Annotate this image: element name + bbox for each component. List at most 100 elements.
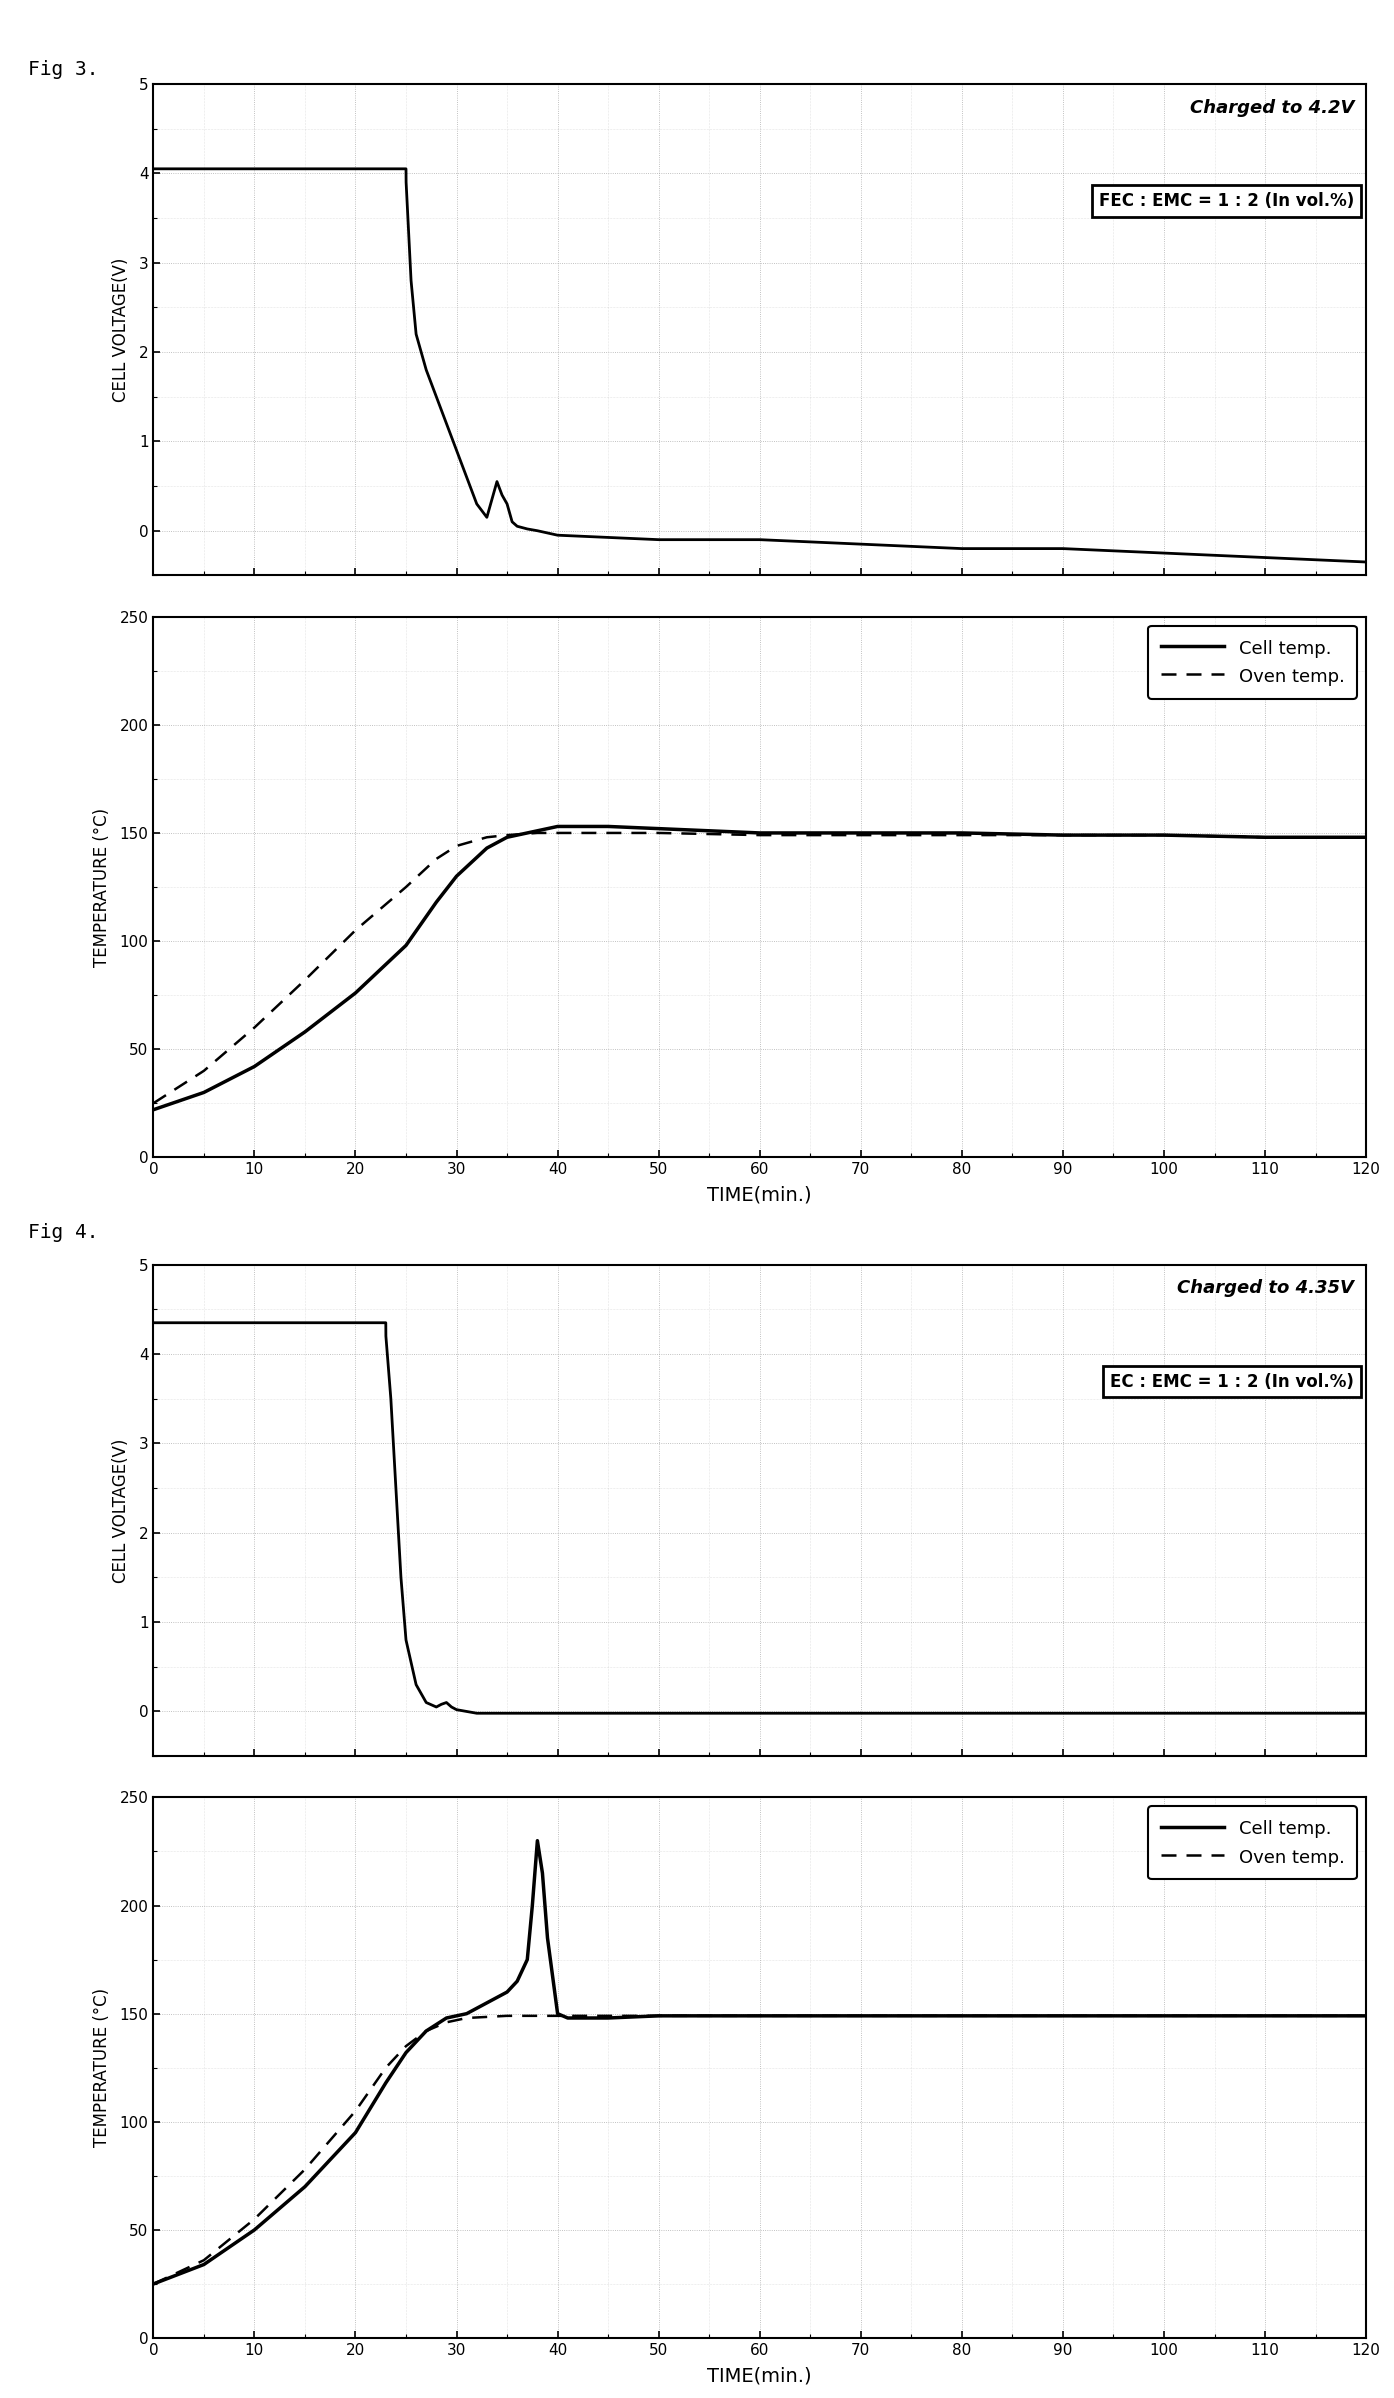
Cell temp.: [478, 1988, 495, 2017]
Oven temp.: [297, 966, 314, 995]
Cell temp.: [247, 2216, 263, 2245]
Cell temp.: [438, 2005, 454, 2034]
Cell temp.: [599, 2005, 616, 2034]
Cell temp.: [1054, 2002, 1071, 2031]
Cell temp.: [651, 815, 668, 844]
Oven temp.: [1156, 2002, 1172, 2031]
Oven temp.: [449, 832, 466, 861]
Oven temp.: [195, 1058, 212, 1086]
Oven temp.: [347, 2096, 364, 2125]
Text: Charged to 4.35V: Charged to 4.35V: [1177, 1281, 1354, 1297]
Legend: Cell temp., Oven temp.: Cell temp., Oven temp.: [1149, 626, 1358, 698]
Cell temp.: [953, 2002, 970, 2031]
Cell temp.: [1358, 823, 1374, 851]
Oven temp.: [397, 2031, 414, 2060]
Cell temp.: [953, 818, 970, 846]
Cell temp.: [418, 2017, 435, 2045]
Text: Charged to 4.2V: Charged to 4.2V: [1189, 98, 1354, 118]
Oven temp.: [247, 2204, 263, 2233]
Cell temp.: [297, 2173, 314, 2201]
Oven temp.: [145, 1089, 162, 1117]
Oven temp.: [247, 1014, 263, 1043]
Text: Fig 4.: Fig 4.: [28, 1223, 99, 1242]
Cell temp.: [499, 823, 516, 851]
Oven temp.: [418, 2017, 435, 2045]
Cell temp.: [459, 2000, 475, 2029]
X-axis label: TIME(min.): TIME(min.): [707, 1185, 813, 1204]
Cell temp.: [509, 1966, 526, 1995]
Cell temp.: [1054, 820, 1071, 849]
Oven temp.: [297, 2156, 314, 2185]
Cell temp.: [751, 2002, 768, 2031]
Text: FEC : EMC = 1 : 2 (In vol.%): FEC : EMC = 1 : 2 (In vol.%): [1098, 192, 1354, 211]
Cell temp.: [530, 815, 546, 844]
Oven temp.: [378, 2053, 395, 2081]
X-axis label: TIME(min.): TIME(min.): [707, 2367, 813, 2386]
Oven temp.: [853, 2002, 870, 2031]
Cell temp.: [549, 2000, 566, 2029]
Cell temp.: [397, 2038, 414, 2067]
Oven temp.: [953, 820, 970, 849]
Cell temp.: [580, 2005, 597, 2034]
Oven temp.: [651, 818, 668, 846]
Cell temp.: [559, 2005, 576, 2034]
Legend: Cell temp., Oven temp.: Cell temp., Oven temp.: [1149, 1806, 1358, 1880]
Line: Cell temp.: Cell temp.: [153, 827, 1366, 1110]
Oven temp.: [1257, 823, 1274, 851]
Cell temp.: [519, 1945, 535, 1974]
Cell temp.: [428, 887, 445, 916]
Line: Cell temp.: Cell temp.: [153, 1842, 1366, 2283]
Cell temp.: [397, 930, 414, 959]
Cell temp.: [599, 813, 616, 842]
Oven temp.: [1257, 2002, 1274, 2031]
Oven temp.: [145, 2269, 162, 2297]
Oven temp.: [751, 820, 768, 849]
Cell temp.: [701, 815, 718, 844]
Cell temp.: [1257, 823, 1274, 851]
Cell temp.: [1358, 2002, 1374, 2031]
Cell temp.: [853, 818, 870, 846]
Cell temp.: [347, 978, 364, 1007]
Cell temp.: [524, 1892, 541, 1921]
Line: Oven temp.: Oven temp.: [153, 832, 1366, 1103]
Oven temp.: [599, 2002, 616, 2031]
Oven temp.: [530, 818, 546, 846]
Oven temp.: [1054, 820, 1071, 849]
Cell temp.: [853, 2002, 870, 2031]
Cell temp.: [195, 2249, 212, 2278]
Oven temp.: [1054, 2002, 1071, 2031]
Oven temp.: [428, 844, 445, 873]
Y-axis label: TEMPERATURE (°C): TEMPERATURE (°C): [93, 1988, 112, 2146]
Cell temp.: [651, 2002, 668, 2031]
Oven temp.: [478, 823, 495, 851]
Cell temp.: [347, 2117, 364, 2146]
Oven temp.: [397, 873, 414, 902]
Oven temp.: [751, 2002, 768, 2031]
Cell temp.: [539, 1923, 556, 1952]
Oven temp.: [651, 2002, 668, 2031]
Oven temp.: [438, 2007, 454, 2036]
Cell temp.: [145, 2269, 162, 2297]
Cell temp.: [1156, 820, 1172, 849]
Cell temp.: [378, 2069, 395, 2098]
Oven temp.: [1358, 823, 1374, 851]
Text: Fig 3.: Fig 3.: [28, 60, 99, 79]
Cell temp.: [297, 1017, 314, 1046]
Text: EC : EMC = 1 : 2 (In vol.%): EC : EMC = 1 : 2 (In vol.%): [1110, 1372, 1354, 1391]
Cell temp.: [751, 818, 768, 846]
Oven temp.: [499, 820, 516, 849]
Oven temp.: [599, 818, 616, 846]
Cell temp.: [534, 1858, 551, 1887]
Cell temp.: [247, 1053, 263, 1081]
Oven temp.: [459, 2005, 475, 2034]
Y-axis label: CELL VOLTAGE(V): CELL VOLTAGE(V): [113, 257, 131, 403]
Cell temp.: [530, 1827, 546, 1856]
Cell temp.: [549, 813, 566, 842]
Oven temp.: [549, 818, 566, 846]
Cell temp.: [195, 1079, 212, 1108]
Oven temp.: [499, 2002, 516, 2031]
Oven temp.: [347, 916, 364, 945]
Oven temp.: [549, 2002, 566, 2031]
Cell temp.: [1156, 2002, 1172, 2031]
Cell temp.: [449, 861, 466, 890]
